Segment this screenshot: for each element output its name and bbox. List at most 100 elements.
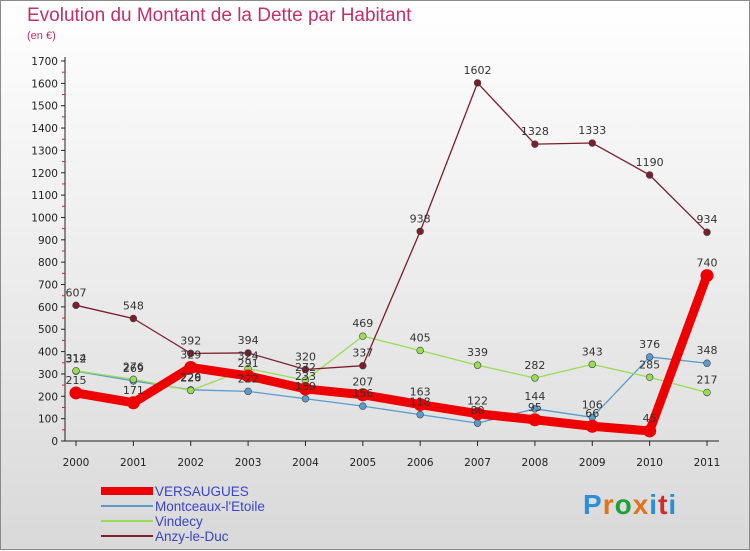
legend-label: Anzy-le-Duc <box>155 529 229 544</box>
y-tick-label: 1300 <box>31 145 58 157</box>
y-tick-label: 1600 <box>31 78 58 90</box>
data-label: 171 <box>123 384 144 397</box>
y-tick-label: 1400 <box>31 123 58 135</box>
data-label: 272 <box>295 361 316 374</box>
data-point <box>473 79 482 87</box>
data-label: 314 <box>66 352 87 365</box>
y-tick-label: 800 <box>38 257 58 269</box>
data-label: 163 <box>410 386 431 399</box>
x-tick-label: 2003 <box>235 457 262 469</box>
y-tick-label: 700 <box>38 280 58 292</box>
data-label: 337 <box>352 347 373 360</box>
data-label: 189 <box>295 380 316 393</box>
data-point <box>126 396 140 410</box>
legend-label: VERSAUGUES <box>155 484 249 499</box>
data-point <box>184 360 198 374</box>
data-point <box>359 361 367 370</box>
data-label: 144 <box>524 390 545 403</box>
brand-letter: x <box>632 489 650 520</box>
chart-title: Evolution du Montant de la Dette par Hab… <box>27 5 412 26</box>
data-point <box>244 387 252 396</box>
y-tick-label: 300 <box>38 369 58 381</box>
data-point <box>416 227 424 236</box>
data-point <box>645 373 654 381</box>
data-point <box>588 139 596 147</box>
data-label: 66 <box>585 407 599 420</box>
data-label: 394 <box>238 334 259 347</box>
data-point <box>416 346 424 355</box>
data-point <box>187 386 195 395</box>
data-label: 226 <box>180 371 201 384</box>
data-label: 229 <box>180 371 201 384</box>
series-line <box>75 356 708 424</box>
data-label: 1328 <box>521 125 549 138</box>
brand-letter: i <box>649 489 659 520</box>
legend-swatch <box>101 505 153 507</box>
data-label: 469 <box>352 317 373 330</box>
data-label: 1602 <box>464 64 492 77</box>
data-point <box>643 424 657 438</box>
y-tick-label: 200 <box>38 391 58 403</box>
data-point <box>531 374 539 382</box>
data-label: 740 <box>697 257 718 270</box>
brand-letter: o <box>614 489 633 520</box>
series-line <box>71 271 712 436</box>
data-point <box>301 395 310 403</box>
y-tick-label: 1500 <box>31 101 58 113</box>
x-tick-label: 2009 <box>579 457 606 469</box>
data-point <box>531 140 539 148</box>
x-tick-label: 2011 <box>694 457 721 469</box>
data-point <box>129 314 138 323</box>
data-label: 45 <box>643 412 657 425</box>
y-tick-label: 1000 <box>31 212 58 224</box>
data-label: 339 <box>467 346 488 359</box>
y-tick-label: 1200 <box>31 168 58 180</box>
data-point <box>703 359 711 367</box>
series-line <box>75 82 708 371</box>
data-label: 215 <box>66 374 87 387</box>
data-label: 548 <box>123 300 144 313</box>
data-label: 376 <box>639 338 660 351</box>
data-point <box>356 388 370 402</box>
data-label: 156 <box>352 387 373 400</box>
x-tick-label: 2005 <box>349 457 376 469</box>
data-point <box>298 382 312 396</box>
data-point <box>473 419 482 427</box>
data-point <box>359 332 367 340</box>
legend-swatch <box>101 535 153 537</box>
data-point <box>244 349 252 357</box>
data-label: 343 <box>582 345 603 358</box>
x-tick-label: 2001 <box>120 457 147 469</box>
data-point <box>588 360 596 369</box>
data-point <box>69 386 83 400</box>
x-tick-label: 2010 <box>636 457 663 469</box>
data-label: 282 <box>524 359 545 372</box>
legend-swatch <box>101 520 153 522</box>
brand-letter: t <box>658 489 669 520</box>
data-label: 320 <box>295 350 316 363</box>
data-label: 122 <box>467 395 488 408</box>
data-point <box>301 365 310 374</box>
data-label: 217 <box>697 373 718 386</box>
y-tick-label: 1700 <box>31 56 58 68</box>
data-point <box>585 419 599 433</box>
legend-swatch <box>101 487 153 495</box>
y-tick-label: 900 <box>38 235 58 247</box>
data-point <box>72 301 80 310</box>
data-label: 938 <box>410 212 431 225</box>
legend-label: Vindecy <box>155 514 203 529</box>
data-point <box>645 171 654 179</box>
data-label: 276 <box>123 360 144 373</box>
y-tick-label: 1100 <box>31 190 58 202</box>
data-label: 80 <box>471 404 485 417</box>
data-label: 392 <box>180 334 201 347</box>
y-tick-label: 0 <box>51 436 58 448</box>
series-line <box>75 335 708 394</box>
x-tick-label: 2008 <box>522 457 549 469</box>
data-point <box>645 353 654 361</box>
data-point <box>703 388 711 397</box>
data-label: 118 <box>410 396 431 409</box>
data-point <box>359 402 367 410</box>
x-tick-label: 2006 <box>407 457 434 469</box>
